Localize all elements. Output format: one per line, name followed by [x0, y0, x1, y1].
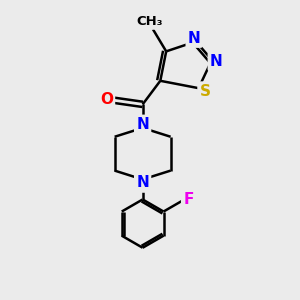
Text: N: N [188, 31, 200, 46]
Text: F: F [183, 192, 194, 207]
Text: O: O [100, 92, 113, 107]
Text: N: N [210, 54, 223, 69]
Text: CH₃: CH₃ [137, 15, 163, 28]
Text: N: N [136, 117, 149, 132]
Text: N: N [136, 176, 149, 190]
Text: S: S [200, 84, 211, 99]
